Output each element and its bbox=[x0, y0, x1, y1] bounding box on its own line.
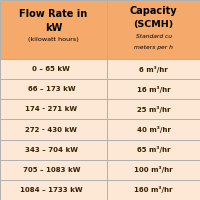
Text: 272 - 430 kW: 272 - 430 kW bbox=[25, 127, 77, 132]
Text: Flow Rate in: Flow Rate in bbox=[19, 9, 88, 19]
Text: 65 m³/hr: 65 m³/hr bbox=[137, 146, 170, 153]
Text: 16 m³/hr: 16 m³/hr bbox=[137, 86, 170, 93]
Bar bbox=[107, 119, 200, 140]
Text: (kilowatt hours): (kilowatt hours) bbox=[28, 37, 79, 42]
Text: 1084 – 1733 kW: 1084 – 1733 kW bbox=[20, 187, 83, 193]
Bar bbox=[107, 140, 200, 160]
Bar bbox=[107, 160, 200, 180]
Bar bbox=[107, 79, 200, 99]
Bar bbox=[107, 0, 200, 59]
Bar bbox=[0, 180, 107, 200]
Text: 6 m³/hr: 6 m³/hr bbox=[139, 66, 168, 73]
Text: 174 - 271 kW: 174 - 271 kW bbox=[25, 106, 77, 112]
Bar bbox=[0, 119, 107, 140]
Text: 100 m³/hr: 100 m³/hr bbox=[134, 166, 173, 173]
Text: (SCMH): (SCMH) bbox=[133, 20, 174, 29]
Bar bbox=[0, 160, 107, 180]
Text: 160 m³/hr: 160 m³/hr bbox=[134, 186, 173, 193]
Text: 705 – 1083 kW: 705 – 1083 kW bbox=[23, 167, 80, 173]
Text: 25 m³/hr: 25 m³/hr bbox=[137, 106, 170, 113]
Bar bbox=[0, 0, 107, 59]
Text: meters per h: meters per h bbox=[134, 45, 173, 50]
Bar bbox=[107, 59, 200, 79]
Text: Capacity: Capacity bbox=[130, 6, 177, 16]
Bar bbox=[0, 79, 107, 99]
Bar bbox=[0, 99, 107, 119]
Text: 343 – 704 kW: 343 – 704 kW bbox=[25, 147, 78, 153]
Text: Standard cu: Standard cu bbox=[136, 34, 172, 39]
Bar bbox=[107, 99, 200, 119]
Text: 66 – 173 kW: 66 – 173 kW bbox=[28, 86, 75, 92]
Bar bbox=[0, 59, 107, 79]
Text: 0 – 65 kW: 0 – 65 kW bbox=[32, 66, 70, 72]
Bar bbox=[0, 140, 107, 160]
Bar bbox=[107, 180, 200, 200]
Text: kW: kW bbox=[45, 23, 62, 33]
Text: 40 m³/hr: 40 m³/hr bbox=[137, 126, 170, 133]
